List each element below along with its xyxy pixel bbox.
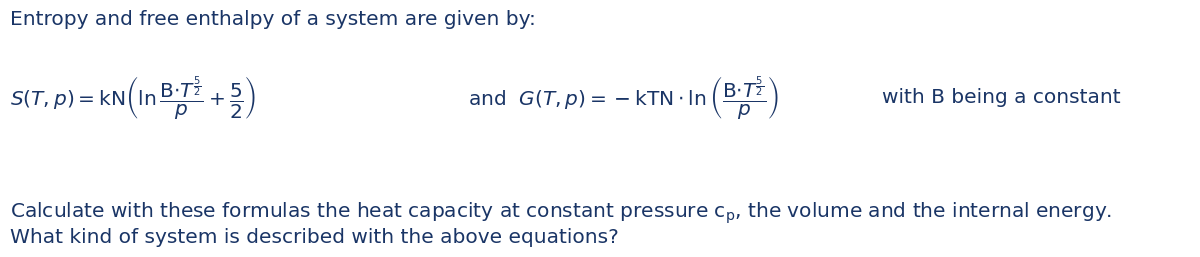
Text: What kind of system is described with the above equations?: What kind of system is described with th… <box>10 228 618 247</box>
Text: Entropy and free enthalpy of a system are given by:: Entropy and free enthalpy of a system ar… <box>10 10 535 29</box>
Text: $S(T, p) = \mathrm{kN}\left(\ln\dfrac{\mathrm{B}{\cdot}T^{\frac{5}{2}}}{p}+\dfra: $S(T, p) = \mathrm{kN}\left(\ln\dfrac{\m… <box>10 74 256 121</box>
Text: and  $G(T, p) = -\mathrm{kTN}\cdot\ln\left(\dfrac{\mathrm{B}{\cdot}T^{\frac{5}{2: and $G(T, p) = -\mathrm{kTN}\cdot\ln\lef… <box>468 74 779 121</box>
Text: Calculate with these formulas the heat capacity at constant pressure c$_\mathrm{: Calculate with these formulas the heat c… <box>10 200 1111 226</box>
Text: with B being a constant: with B being a constant <box>882 88 1121 107</box>
